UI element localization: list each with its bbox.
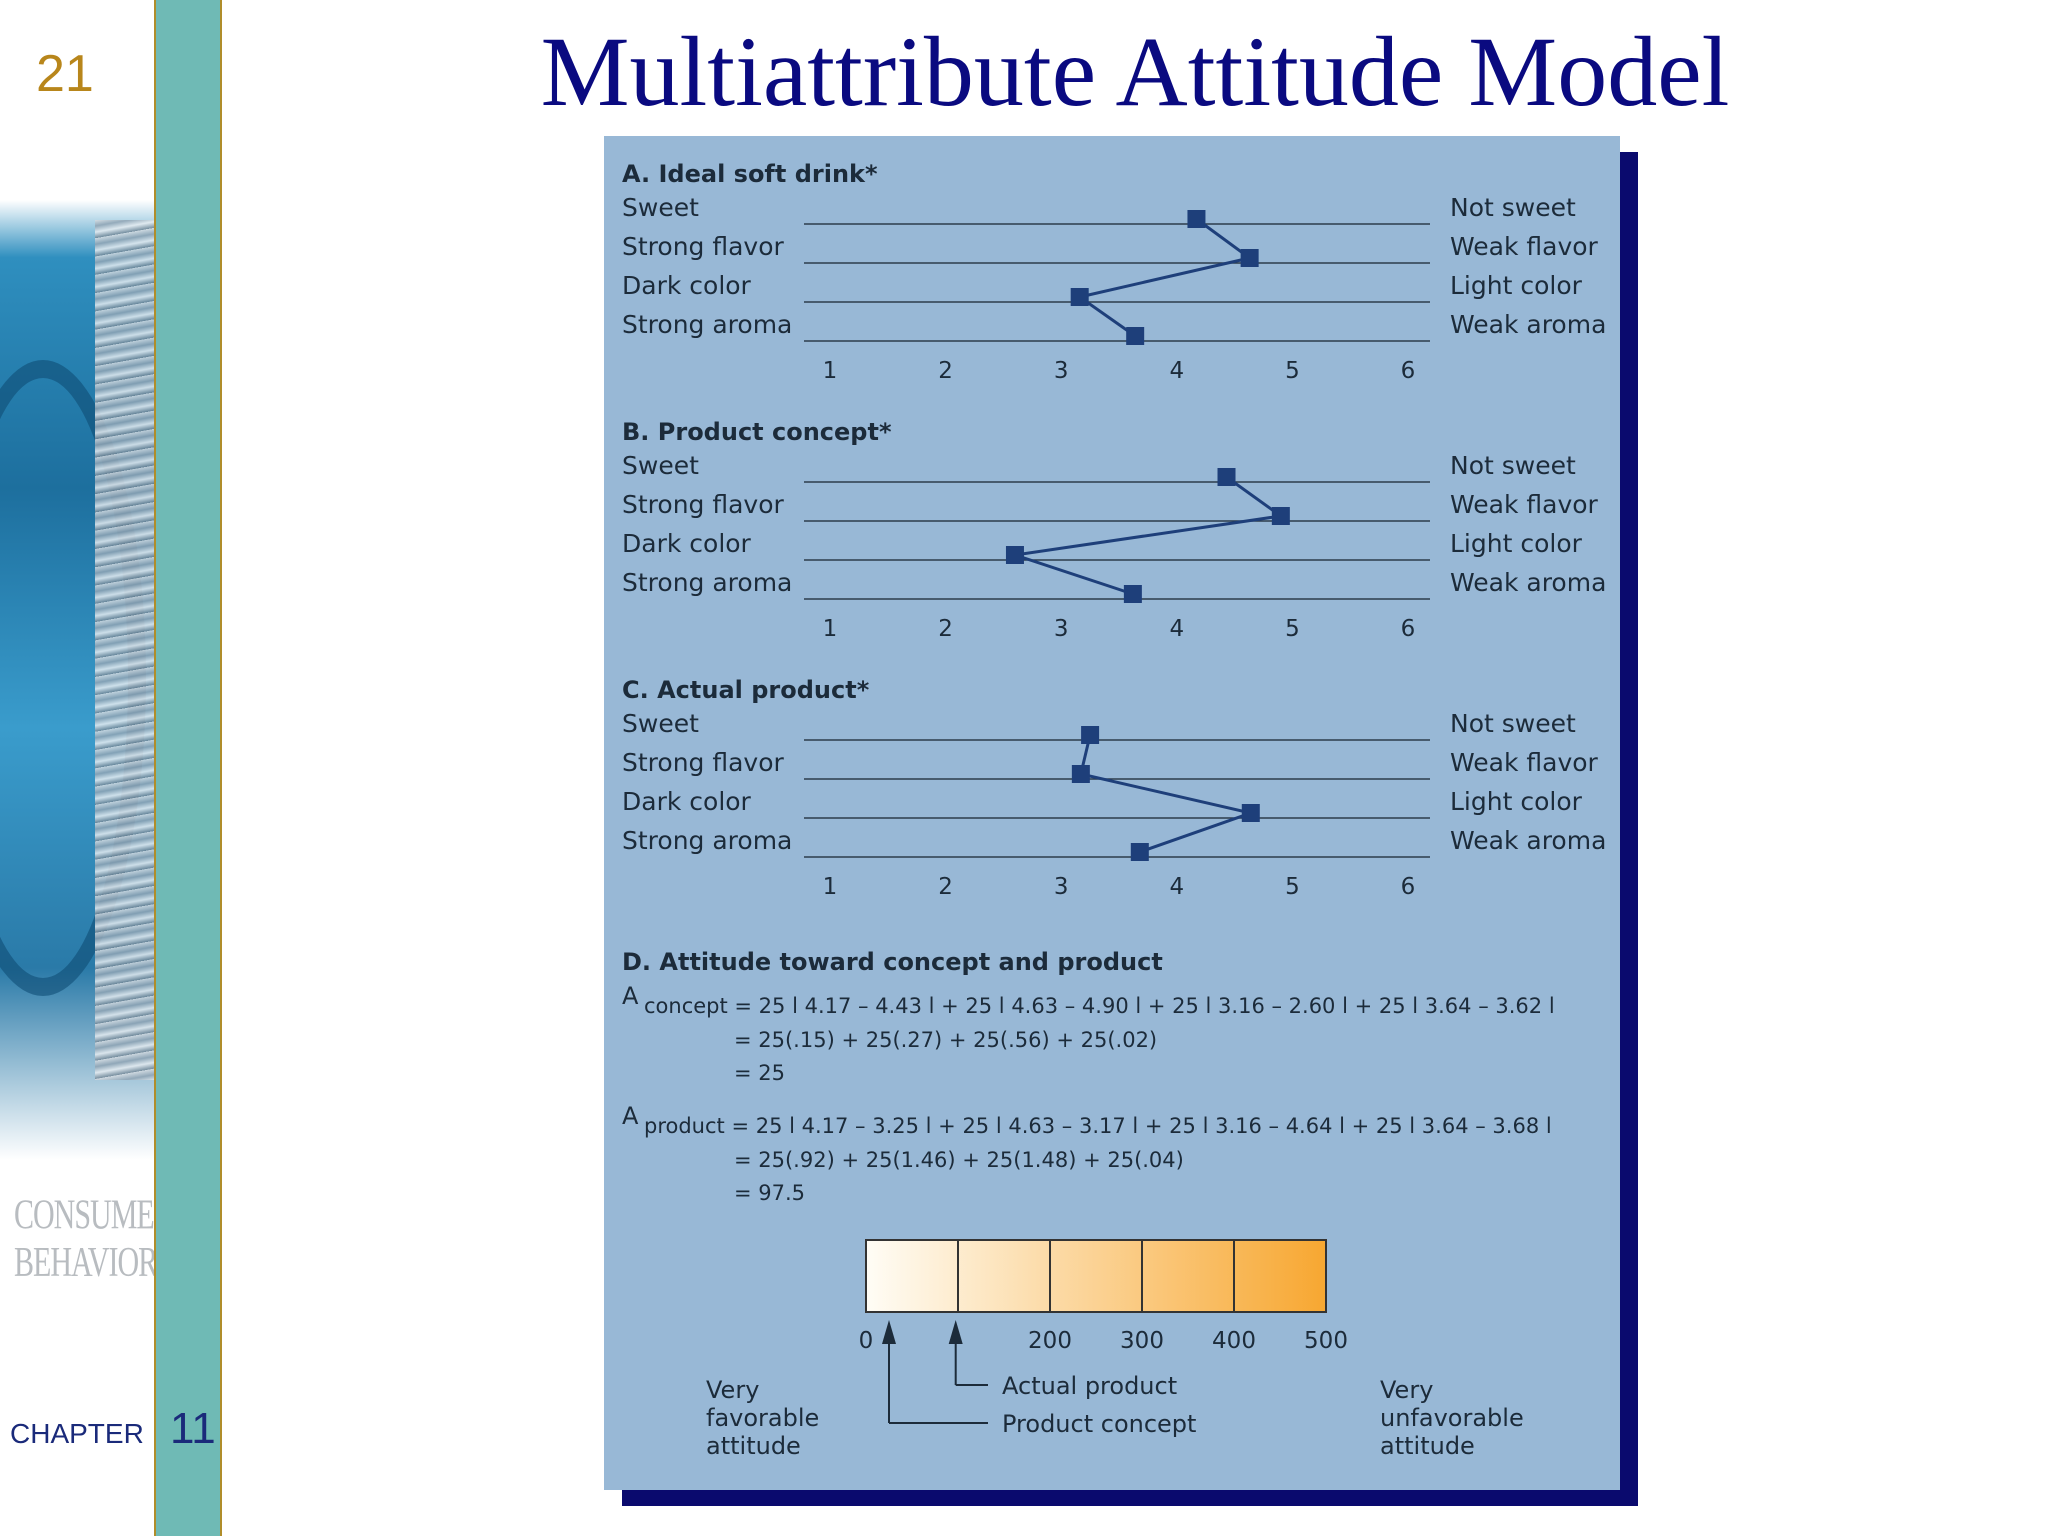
data-point-marker: [1081, 726, 1100, 744]
formula-product-line1: product = 25 l 4.17 – 3.25 l + 25 l 4.63…: [644, 1114, 1552, 1138]
x-tick-label: 4: [1169, 616, 1184, 642]
x-tick-label: 6: [1401, 874, 1416, 900]
attribute-left-label: Strong aroma: [622, 310, 792, 339]
slide-number: 21: [36, 45, 94, 103]
figure-panel: A. Ideal soft drink* Sweet Not sweet Strong…: [604, 136, 1620, 1490]
unfavorable-label: unfavorable: [1380, 1404, 1524, 1432]
left-sidebar: 21 CONSUMER BEHAVIOR CHAPTER: [0, 0, 174, 1536]
x-tick-label: 6: [1401, 616, 1416, 642]
favorable-label: favorable: [706, 1404, 819, 1432]
data-point-marker: [1123, 585, 1142, 603]
x-tick-label: 5: [1285, 616, 1300, 642]
cover-title-text: CONSUMER BEHAVIOR: [14, 1192, 174, 1286]
unfavorable-label: attitude: [1380, 1432, 1475, 1460]
attribute-left-label: Strong flavor: [622, 748, 785, 777]
attribute-left-label: Dark color: [622, 529, 752, 558]
formula-concept-symbol: A: [622, 982, 639, 1010]
attribute-right-label: Not sweet: [1450, 451, 1576, 480]
attribute-right-label: Weak aroma: [1450, 826, 1606, 855]
attitude-arrow-head: [882, 1320, 896, 1344]
attitude-arrow-head: [948, 1320, 963, 1344]
attitude-marker-label: Product concept: [1002, 1410, 1196, 1438]
formula-product-line3: = 97.5: [734, 1181, 806, 1205]
data-point-marker: [1005, 546, 1024, 564]
data-point-marker: [1187, 210, 1206, 228]
x-tick-label: 3: [1054, 358, 1069, 384]
data-point-marker: [1130, 843, 1149, 861]
data-point-marker: [1217, 468, 1236, 486]
slide-title: Multiattribute Attitude Model: [540, 16, 1730, 127]
x-tick-label: 3: [1054, 616, 1069, 642]
attribute-right-label: Weak flavor: [1450, 748, 1599, 777]
scale-tick-label: 500: [1304, 1328, 1348, 1354]
teal-divider-bar: [154, 0, 222, 1536]
attribute-left-label: Dark color: [622, 787, 752, 816]
formula-concept-line3: = 25: [734, 1061, 785, 1085]
attribute-left-label: Strong flavor: [622, 232, 785, 261]
scale-tick-label: 200: [1028, 1328, 1072, 1354]
scale-tick-label: 300: [1120, 1328, 1164, 1354]
data-point-marker: [1240, 249, 1259, 267]
attribute-right-label: Light color: [1450, 529, 1583, 558]
attribute-right-label: Not sweet: [1450, 709, 1576, 738]
x-tick-label: 6: [1401, 358, 1416, 384]
attribute-left-label: Dark color: [622, 271, 752, 300]
data-point-marker: [1070, 288, 1089, 306]
chart-title: C. Actual product*: [622, 676, 870, 704]
attribute-right-label: Weak flavor: [1450, 490, 1599, 519]
scale-tick-label: 400: [1212, 1328, 1256, 1354]
attribute-left-label: Sweet: [622, 709, 699, 738]
favorable-label: Very: [706, 1376, 759, 1404]
formula-product-line2: = 25(.92) + 25(1.46) + 25(1.48) + 25(.04…: [734, 1148, 1184, 1172]
scale-tick-label: 0: [859, 1328, 874, 1354]
x-tick-label: 2: [938, 874, 953, 900]
chapter-number: 11: [170, 1404, 216, 1453]
attitude-scale-bar: [865, 1239, 1327, 1313]
attribute-right-label: Not sweet: [1450, 193, 1576, 222]
x-tick-label: 3: [1054, 874, 1069, 900]
chart-title: B. Product concept*: [622, 418, 892, 446]
attribute-right-label: Light color: [1450, 787, 1583, 816]
chart-title: A. Ideal soft drink*: [622, 160, 878, 188]
attribute-left-label: Sweet: [622, 451, 699, 480]
formula-concept-line2: = 25(.15) + 25(.27) + 25(.56) + 25(.02): [734, 1028, 1158, 1052]
data-point-marker: [1241, 804, 1260, 822]
attribute-left-label: Strong flavor: [622, 490, 785, 519]
data-point-marker: [1126, 327, 1145, 345]
x-tick-label: 5: [1285, 358, 1300, 384]
data-point-marker: [1071, 765, 1090, 783]
x-tick-label: 4: [1169, 874, 1184, 900]
formula-product-symbol: A: [622, 1102, 639, 1130]
attribute-right-label: Weak flavor: [1450, 232, 1599, 261]
x-tick-label: 1: [823, 358, 838, 384]
attitude-marker-label: Actual product: [1002, 1372, 1177, 1400]
attribute-left-label: Strong aroma: [622, 568, 792, 597]
attribute-left-label: Sweet: [622, 193, 699, 222]
x-tick-label: 1: [823, 874, 838, 900]
x-tick-label: 4: [1169, 358, 1184, 384]
profile-line: [1014, 475, 1285, 596]
unfavorable-label: Very: [1380, 1376, 1433, 1404]
profile-line: [1079, 734, 1257, 854]
attribute-right-label: Weak aroma: [1450, 310, 1606, 339]
section-d-title: D. Attitude toward concept and product: [622, 948, 1163, 976]
x-tick-label: 2: [938, 358, 953, 384]
book-cover-image: [0, 200, 154, 1160]
attribute-right-label: Light color: [1450, 271, 1583, 300]
figure-plots: A. Ideal soft drink* Sweet Not sweet Strong…: [622, 160, 1606, 1460]
formula-concept-line1: concept = 25 l 4.17 – 4.43 l + 25 l 4.63…: [644, 994, 1555, 1018]
attribute-left-label: Strong aroma: [622, 826, 792, 855]
profile-line: [1076, 217, 1254, 338]
x-tick-label: 5: [1285, 874, 1300, 900]
x-tick-label: 2: [938, 616, 953, 642]
x-tick-label: 1: [823, 616, 838, 642]
data-point-marker: [1271, 507, 1290, 525]
favorable-label: attitude: [706, 1432, 801, 1460]
attribute-right-label: Weak aroma: [1450, 568, 1606, 597]
cover-streak: [95, 220, 154, 1080]
chapter-label: CHAPTER: [10, 1418, 144, 1449]
